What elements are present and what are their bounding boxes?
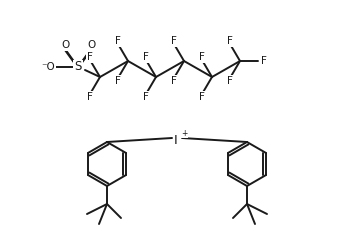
Text: F: F: [143, 52, 149, 62]
Text: F: F: [143, 92, 149, 102]
Text: F: F: [227, 76, 233, 86]
Text: ⁻O: ⁻O: [41, 62, 55, 72]
Text: F: F: [199, 52, 205, 62]
Text: F: F: [171, 76, 177, 86]
Text: F: F: [171, 36, 177, 46]
Text: S: S: [74, 60, 82, 74]
Text: F: F: [199, 92, 205, 102]
Text: O: O: [87, 40, 95, 50]
Text: F: F: [261, 56, 267, 66]
Text: O: O: [61, 40, 69, 50]
Text: +: +: [181, 129, 187, 138]
Text: F: F: [227, 36, 233, 46]
Text: F: F: [115, 36, 121, 46]
Text: F: F: [87, 92, 93, 102]
Text: F: F: [115, 76, 121, 86]
Text: F: F: [87, 52, 93, 62]
Text: I: I: [174, 134, 178, 146]
